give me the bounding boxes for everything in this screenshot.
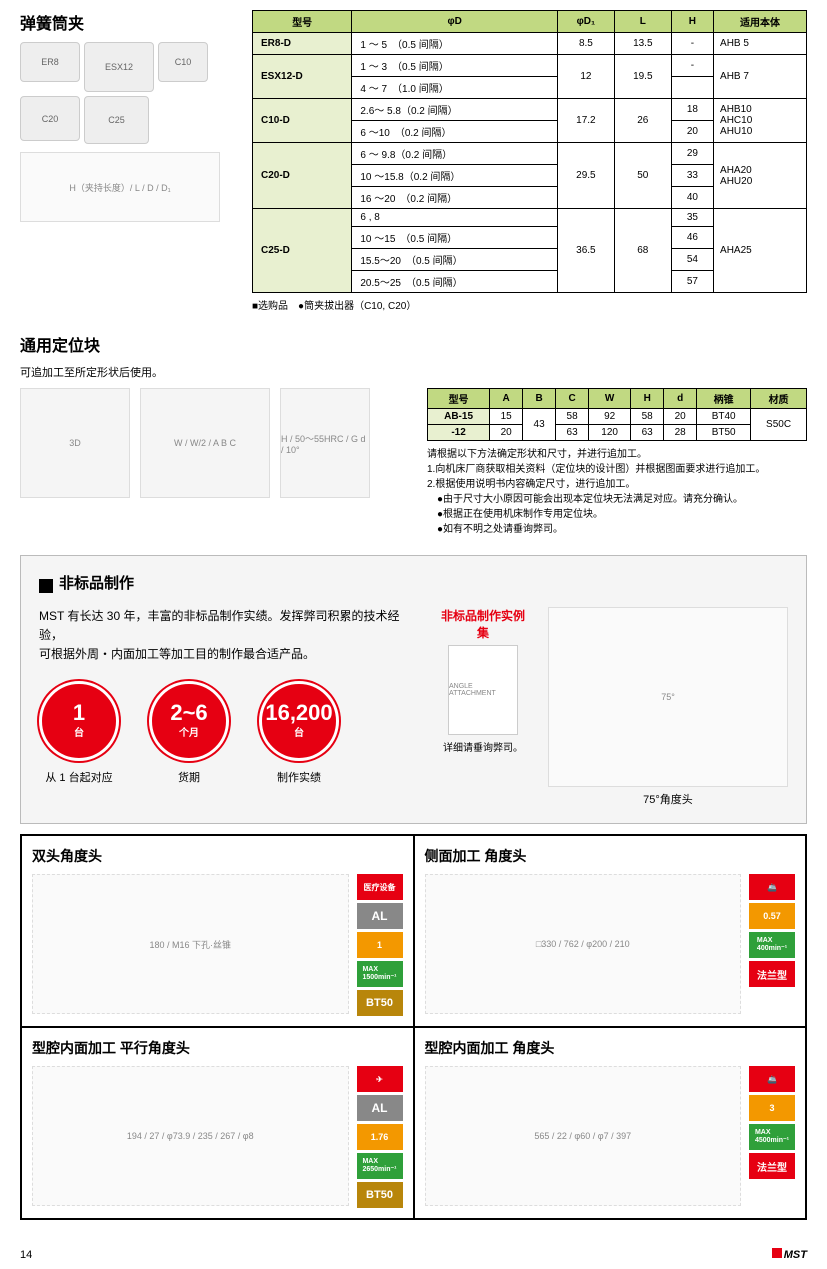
collet-img-c10: C10 bbox=[158, 42, 208, 82]
square-bullet-icon bbox=[39, 579, 53, 593]
mst-logo: MST bbox=[772, 1248, 807, 1261]
example-grid: 双头角度头 180 / M16 下孔·丝锥 医疗设备 AL 1 MAX 1500min… bbox=[20, 834, 807, 1220]
col-phid: φD bbox=[352, 11, 558, 33]
page-number: 14 bbox=[20, 1249, 32, 1261]
example-diagram: □330 / 762 / φ200 / 210 bbox=[425, 874, 742, 1014]
table-row: ESX12-D 1 ～ 3 （0.5 间隔） 12 19.5 - AHB 7 bbox=[253, 55, 807, 77]
spec-tag: MAX 400min⁻¹ bbox=[749, 932, 795, 958]
spec-tag: 法兰型 bbox=[749, 961, 795, 987]
spec-tag: 🚢 bbox=[749, 1066, 795, 1092]
table-row: -1220631206328BT50 bbox=[428, 425, 807, 441]
spec-tag: 🚢 bbox=[749, 874, 795, 900]
custom-title: 非标品制作 bbox=[59, 572, 134, 593]
locator-dia-3d: 3D bbox=[20, 388, 130, 498]
collet-note: ■选购品 ●筒夹拔出器（C10, C20） bbox=[252, 297, 807, 312]
spec-tag: 1 bbox=[357, 932, 403, 958]
collet-img-c20: C20 bbox=[20, 96, 80, 141]
table-row: C25-D 6 , 8 36.5 68 35 AHA25 bbox=[253, 209, 807, 227]
spec-tag: 医疗设备 bbox=[357, 874, 403, 900]
collet-img-esx12: ESX12 bbox=[84, 42, 154, 92]
spec-tag: AL bbox=[357, 903, 403, 929]
spec-tag: MAX 4500min⁻¹ bbox=[749, 1124, 795, 1150]
spec-tag: 3 bbox=[749, 1095, 795, 1121]
inquiry-text: 详细请垂询弊司。 bbox=[438, 739, 528, 754]
spec-tag: BT50 bbox=[357, 990, 403, 1016]
example-title: 型腔内面加工 角度头 bbox=[425, 1038, 796, 1058]
locator-notes: 请根据以下方法确定形状和尺寸，并进行追加工。1.向机床厂商获取相关资料（定位块的… bbox=[427, 447, 807, 537]
collet-img-er8: ER8 bbox=[20, 42, 80, 82]
collet-img-c25: C25 bbox=[84, 96, 149, 144]
stat-circle: 1台从 1 台起对应 bbox=[39, 681, 119, 785]
example-title: 侧面加工 角度头 bbox=[425, 846, 796, 866]
locator-dia-side: H / 50～55HRC / G d / 10° bbox=[280, 388, 370, 498]
example-diagram: 194 / 27 / φ73.9 / 235 / 267 / φ8 bbox=[32, 1066, 349, 1206]
locator-diagrams: 3D W / W/2 / A B C H / 50～55HRC / G d / … bbox=[20, 388, 411, 498]
locator-table: 型号ABCWHd柄锥材质 AB-15154358925820BT40S50C-1… bbox=[427, 388, 807, 441]
collet-dimension-diagram: H（夹持长度）/ L / D / D₁ bbox=[20, 152, 220, 222]
spec-tag: AL bbox=[357, 1095, 403, 1121]
spec-tag: 1.76 bbox=[357, 1124, 403, 1150]
col-h: H bbox=[671, 11, 713, 33]
spec-tag: 0.57 bbox=[749, 903, 795, 929]
spec-tag: BT50 bbox=[357, 1182, 403, 1208]
example-cell: 侧面加工 角度头 □330 / 762 / φ200 / 210 🚢 0.57 MA… bbox=[414, 835, 807, 1027]
example-cell: 型腔内面加工 平行角度头 194 / 27 / φ73.9 / 235 / 26… bbox=[21, 1027, 414, 1219]
spec-tag: MAX 2650min⁻¹ bbox=[357, 1153, 403, 1179]
spec-tag: MAX 1500min⁻¹ bbox=[357, 961, 403, 987]
example-title: 双头角度头 bbox=[32, 846, 403, 866]
col-model: 型号 bbox=[253, 11, 352, 33]
col-d1: φD₁ bbox=[557, 11, 614, 33]
custom-box: 非标品制作 MST 有长达 30 年，丰富的非标品制作实绩。发挥弊司积累的技术经… bbox=[20, 555, 807, 824]
custom-desc-1: MST 有长达 30 年，丰富的非标品制作实绩。发挥弊司积累的技术经验， bbox=[39, 609, 399, 642]
locator-sub: 可追加工至所定形状后使用。 bbox=[20, 364, 807, 380]
example-book-icon: ANGLE ATTACHMENT bbox=[448, 645, 518, 735]
collet-table: 型号 φD φD₁ L H 适用本体 ER8-D 1 ～ 5 （0.5 间隔） … bbox=[252, 10, 807, 293]
locator-title: 通用定位块 bbox=[20, 332, 807, 356]
stat-circle: 16,200台制作实绩 bbox=[259, 681, 339, 785]
angle-head-label: 75°角度头 bbox=[548, 791, 788, 807]
example-title: 型腔内面加工 平行角度头 bbox=[32, 1038, 403, 1058]
col-l: L bbox=[614, 11, 671, 33]
col-body: 适用本体 bbox=[714, 11, 807, 33]
table-row: ER8-D 1 ～ 5 （0.5 间隔） 8.5 13.5 - AHB 5 bbox=[253, 33, 807, 55]
custom-desc-2: 可根据外周・内面加工等加工目的制作最合适产品。 bbox=[39, 647, 315, 661]
example-collection-title: 非标品制作实例集 bbox=[438, 607, 528, 641]
angle-head-image: 75° bbox=[548, 607, 788, 787]
spec-tag: ✈ bbox=[357, 1066, 403, 1092]
locator-dia-top: W / W/2 / A B C bbox=[140, 388, 270, 498]
table-row: C20-D 6 ～ 9.8（0.2 间隔） 29.5 50 29 AHA20 A… bbox=[253, 143, 807, 165]
stat-circle: 2~6个月货期 bbox=[149, 681, 229, 785]
spec-tag: 法兰型 bbox=[749, 1153, 795, 1179]
example-diagram: 180 / M16 下孔·丝锥 bbox=[32, 874, 349, 1014]
example-diagram: 565 / 22 / φ60 / φ7 / 397 bbox=[425, 1066, 742, 1206]
table-row: C10-D 2.6～ 5.8（0.2 间隔） 17.2 26 18 AHB10 … bbox=[253, 99, 807, 121]
example-cell: 双头角度头 180 / M16 下孔·丝锥 医疗设备 AL 1 MAX 1500min… bbox=[21, 835, 414, 1027]
collet-images: 弹簧筒夹 ER8 ESX12 C10 C20 C25 H（夹持长度）/ L / … bbox=[20, 10, 240, 312]
table-row: AB-15154358925820BT40S50C bbox=[428, 409, 807, 425]
collet-title: 弹簧筒夹 bbox=[20, 10, 240, 34]
example-cell: 型腔内面加工 角度头 565 / 22 / φ60 / φ7 / 397 🚢 3 M… bbox=[414, 1027, 807, 1219]
